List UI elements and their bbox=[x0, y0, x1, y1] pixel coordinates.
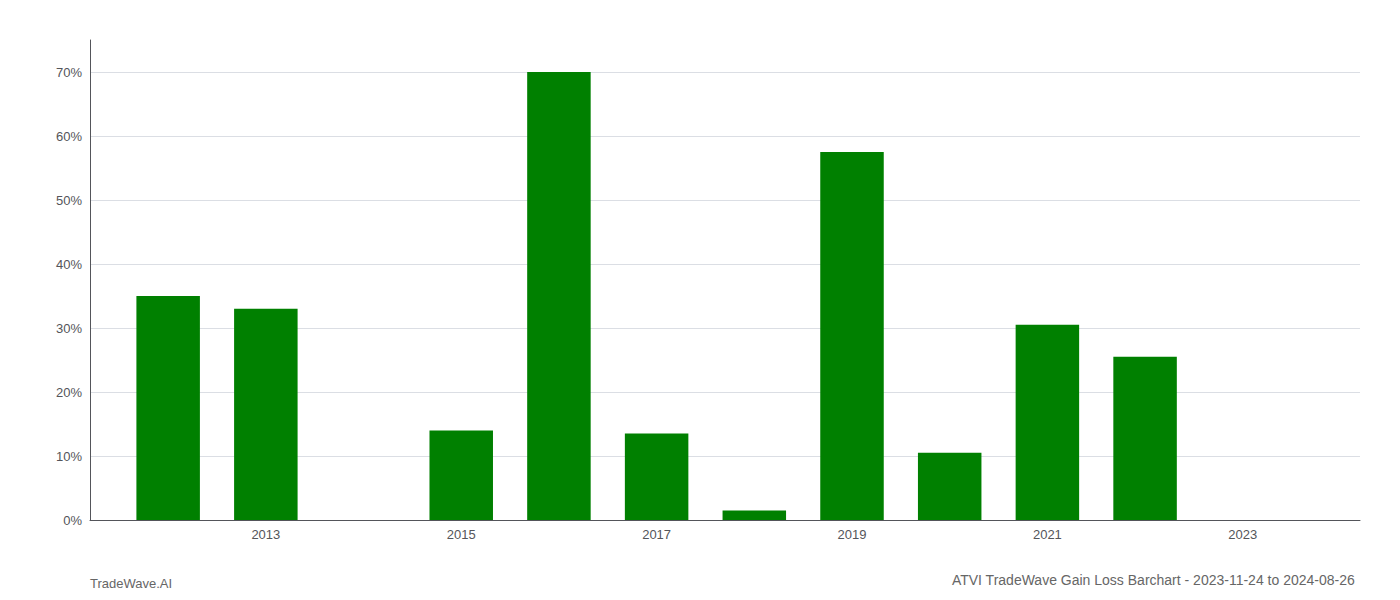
svg-text:10%: 10% bbox=[56, 449, 82, 464]
svg-text:20%: 20% bbox=[56, 385, 82, 400]
svg-text:0%: 0% bbox=[63, 513, 82, 528]
svg-text:50%: 50% bbox=[56, 193, 82, 208]
svg-text:2021: 2021 bbox=[1033, 527, 1062, 542]
svg-text:60%: 60% bbox=[56, 129, 82, 144]
svg-text:ATVI TradeWave Gain Loss Barch: ATVI TradeWave Gain Loss Barchart - 2023… bbox=[952, 572, 1355, 588]
svg-text:TradeWave.AI: TradeWave.AI bbox=[90, 576, 172, 591]
svg-text:30%: 30% bbox=[56, 321, 82, 336]
svg-text:2019: 2019 bbox=[838, 527, 867, 542]
svg-text:2013: 2013 bbox=[251, 527, 280, 542]
svg-text:2023: 2023 bbox=[1228, 527, 1257, 542]
svg-text:2015: 2015 bbox=[447, 527, 476, 542]
svg-text:70%: 70% bbox=[56, 65, 82, 80]
svg-text:2017: 2017 bbox=[642, 527, 671, 542]
svg-text:40%: 40% bbox=[56, 257, 82, 272]
